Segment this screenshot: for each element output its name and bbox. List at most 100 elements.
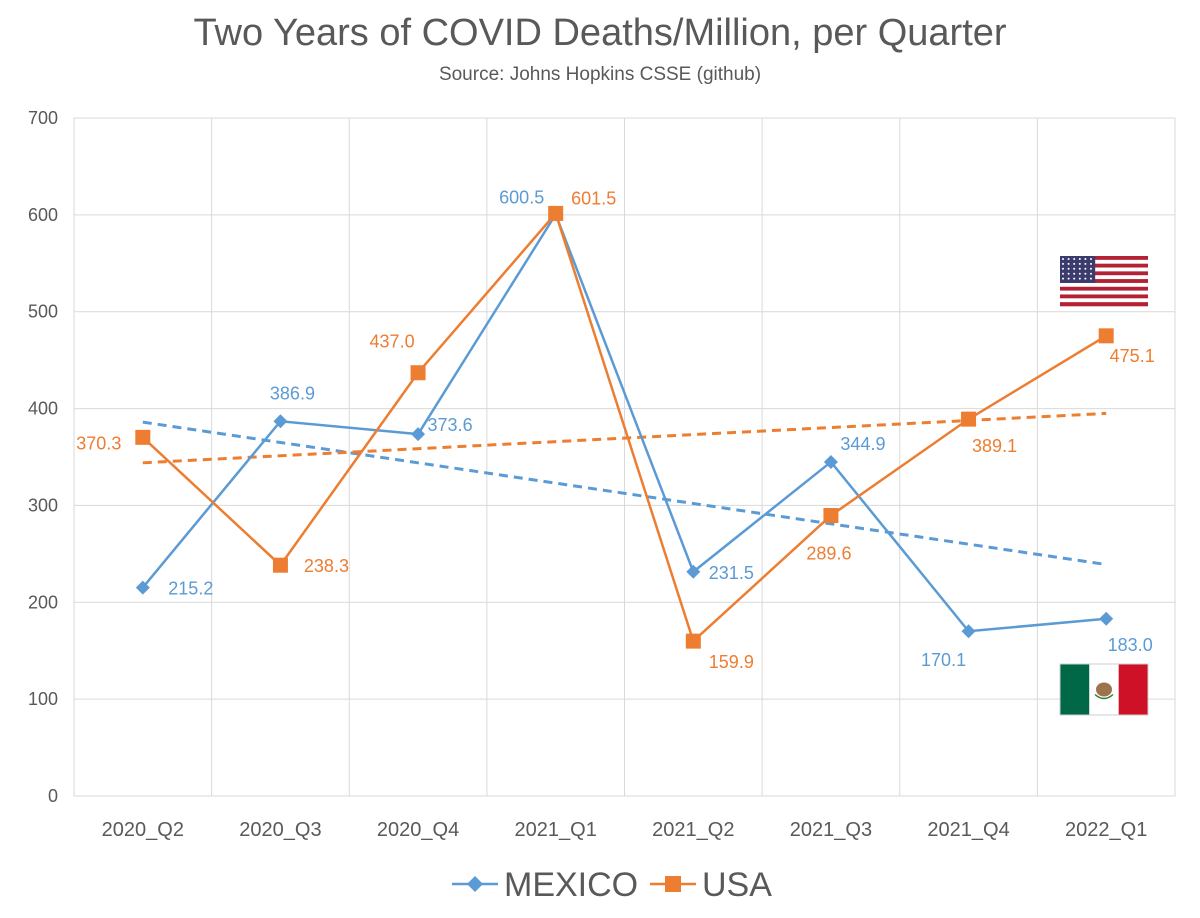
data-point-usa <box>410 365 426 381</box>
data-point-usa <box>823 508 839 524</box>
flag-stripe <box>1060 286 1148 291</box>
flag-star <box>1084 267 1087 270</box>
y-tick-label: 500 <box>28 302 58 322</box>
flag-stripe <box>1060 267 1148 272</box>
flag-star <box>1067 272 1070 275</box>
x-tick-label: 2021_Q3 <box>790 819 872 841</box>
usa-flag-icon <box>1060 256 1148 307</box>
flag-star <box>1084 272 1087 275</box>
data-label-mexico: 170.1 <box>921 650 966 670</box>
data-label-mexico: 344.9 <box>840 434 885 454</box>
legend-marker-usa <box>665 876 681 892</box>
flag-star <box>1067 258 1070 260</box>
flag-star <box>1090 267 1092 270</box>
x-tick-label: 2020_Q4 <box>377 819 459 841</box>
flag-star <box>1090 277 1092 280</box>
flag-star <box>1062 272 1064 275</box>
data-point-usa <box>961 411 977 427</box>
data-point-usa <box>135 429 151 445</box>
flag-star <box>1073 262 1076 265</box>
flag-star <box>1067 267 1070 270</box>
data-label-mexico: 183.0 <box>1108 635 1153 655</box>
flag-star <box>1067 262 1070 265</box>
flag-star <box>1073 267 1076 270</box>
flag-stripe <box>1060 290 1148 295</box>
flag-emblem <box>1096 682 1112 697</box>
x-tick-label: 2021_Q2 <box>652 819 734 841</box>
y-tick-label: 600 <box>28 205 58 225</box>
flag-red <box>1118 664 1148 715</box>
flag-star <box>1067 277 1070 280</box>
y-tick-label: 100 <box>28 689 58 709</box>
data-point-usa <box>272 557 288 573</box>
flag-star <box>1062 277 1064 280</box>
flag-stripe <box>1060 275 1148 280</box>
series-line-mexico <box>141 211 1107 633</box>
data-point-mexico <box>411 427 426 442</box>
flag-stripe <box>1060 302 1148 307</box>
data-label-usa: 437.0 <box>370 332 415 352</box>
data-point-mexico <box>273 414 288 429</box>
flag-star <box>1090 272 1092 275</box>
data-point-mexico <box>823 454 838 469</box>
data-point-mexico <box>686 564 701 579</box>
data-label-usa: 389.1 <box>972 436 1017 456</box>
flag-stripe <box>1060 282 1148 288</box>
y-tick-label: 200 <box>28 592 58 612</box>
flag-star <box>1073 277 1076 280</box>
x-tick-label: 2022_Q1 <box>1065 819 1147 841</box>
data-point-usa <box>1098 328 1114 344</box>
flag-star <box>1078 258 1081 260</box>
data-label-usa: 289.6 <box>806 544 851 564</box>
flag-star <box>1078 262 1081 265</box>
legend-label-mexico: MEXICO <box>504 866 638 904</box>
y-tick-label: 0 <box>48 786 58 806</box>
y-tick-label: 400 <box>28 399 58 419</box>
y-tick-label: 700 <box>28 108 58 128</box>
flag-star <box>1062 267 1064 270</box>
data-point-usa <box>548 205 564 221</box>
trendline-usa <box>142 411 1107 465</box>
x-tick-label: 2020_Q2 <box>102 819 184 841</box>
data-label-mexico: 215.2 <box>168 579 213 599</box>
flag-stripe <box>1060 263 1148 268</box>
flag-canton <box>1060 256 1096 283</box>
flag-star <box>1090 258 1092 260</box>
chart-subtitle: Source: Johns Hopkins CSSE (github) <box>438 64 762 85</box>
flag-star <box>1062 262 1064 265</box>
flag-star <box>1084 262 1087 265</box>
data-label-usa: 159.9 <box>709 652 754 672</box>
data-point-mexico <box>135 580 150 595</box>
trendline-mexico <box>142 420 1107 566</box>
data-point-usa <box>685 633 701 649</box>
flag-stripe <box>1060 298 1148 303</box>
x-tick-label: 2021_Q4 <box>927 819 1009 841</box>
flag-star <box>1084 277 1087 280</box>
data-label-mexico: 600.5 <box>499 187 544 207</box>
flag-star <box>1078 277 1081 280</box>
mexico-flag-icon <box>1059 663 1149 716</box>
data-point-mexico <box>961 624 976 639</box>
chart-title: Two Years of COVID Deaths/Million, per Q… <box>193 12 1007 54</box>
flag-star <box>1078 272 1081 275</box>
series-line-usa <box>141 210 1107 644</box>
flag-star <box>1084 258 1087 260</box>
x-tick-label: 2020_Q3 <box>239 819 321 841</box>
data-label-usa: 601.5 <box>571 188 616 208</box>
flag-wreath <box>1094 693 1114 700</box>
legend-label-usa: USA <box>702 866 772 904</box>
data-label-mexico: 373.6 <box>428 415 473 435</box>
data-label-mexico: 386.9 <box>270 383 315 403</box>
flag-green <box>1060 664 1090 715</box>
flag-stripe <box>1060 279 1148 284</box>
flag-stripe <box>1060 256 1148 261</box>
flag-stripe <box>1060 294 1148 299</box>
flag-star <box>1062 258 1064 260</box>
data-label-usa: 238.3 <box>304 556 349 576</box>
flag-star <box>1090 262 1092 265</box>
data-point-mexico <box>1099 611 1114 626</box>
flag-star <box>1078 267 1081 270</box>
data-label-usa: 370.3 <box>76 433 121 453</box>
flag-stripe <box>1060 271 1148 276</box>
